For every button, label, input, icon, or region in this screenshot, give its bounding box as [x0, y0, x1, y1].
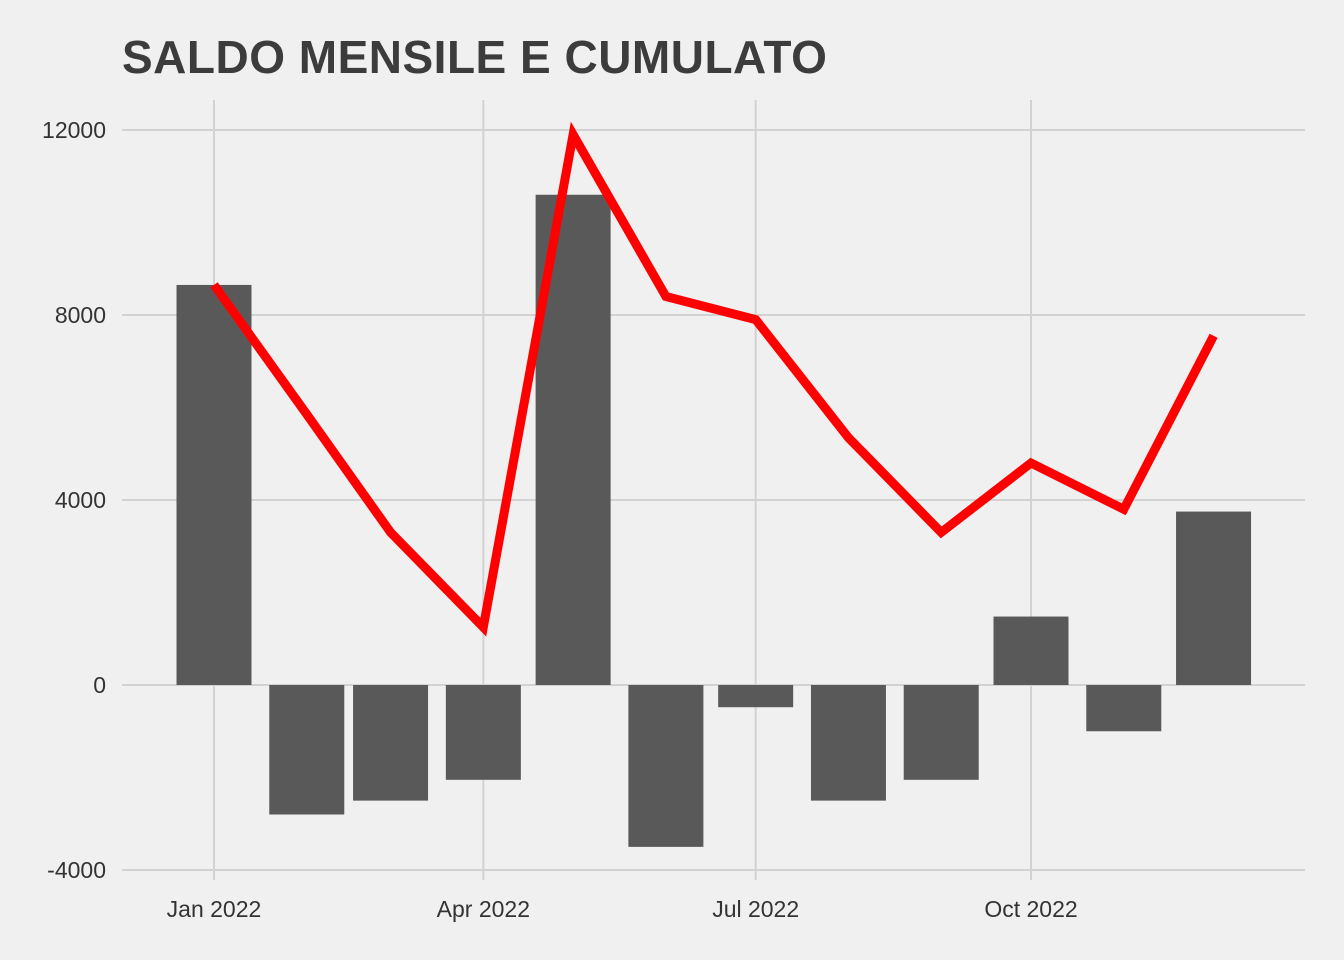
y-tick-label: 8000 [55, 302, 106, 328]
x-tick-label: Jan 2022 [167, 896, 262, 922]
x-tick-label: Jul 2022 [712, 896, 799, 922]
y-tick-label: 12000 [42, 117, 106, 143]
bar-2022-07 [718, 685, 794, 708]
bar-2022-09 [903, 685, 979, 780]
y-tick-label: 4000 [55, 487, 106, 513]
cumulative-line [210, 121, 1218, 637]
x-tick-label: Oct 2022 [984, 896, 1077, 922]
y-tick-label: -4000 [47, 857, 106, 883]
bar-2022-08 [810, 685, 886, 801]
bar-2022-06 [628, 685, 704, 847]
x-axis-labels: Jan 2022 Apr 2022 Jul 2022 Oct 2022 [167, 896, 1078, 922]
bar-2022-10 [993, 616, 1069, 685]
y-tick-label: 0 [93, 672, 106, 698]
bar-2022-04 [445, 685, 521, 780]
bar-2022-01 [176, 284, 252, 685]
bar-2022-02 [269, 685, 345, 815]
chart-title: SALDO MENSILE E CUMULATO [122, 31, 828, 83]
bar-2022-03 [353, 685, 429, 801]
bar-2022-11 [1086, 685, 1162, 732]
y-axis-labels: -4000 0 4000 8000 12000 [42, 117, 106, 883]
x-tick-label: Apr 2022 [437, 896, 530, 922]
bar-series [176, 194, 1252, 847]
bar-2022-12 [1176, 511, 1252, 685]
